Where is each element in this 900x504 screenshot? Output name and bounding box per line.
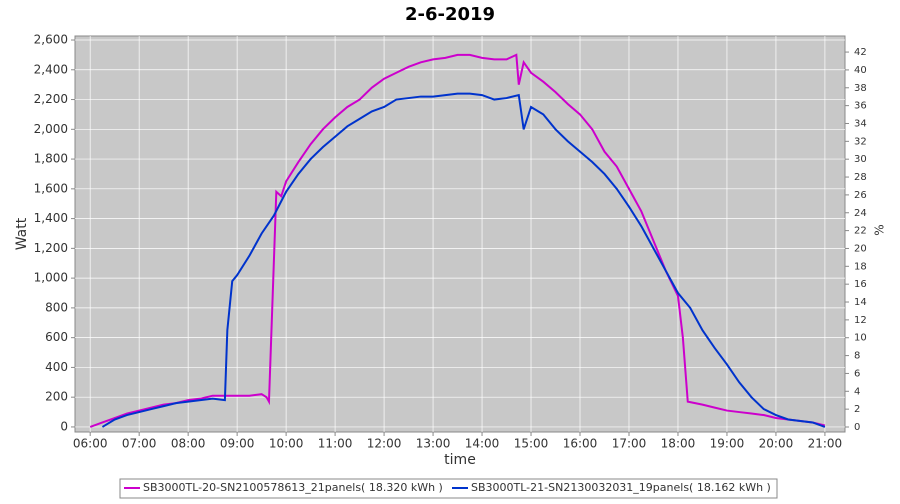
legend xyxy=(119,478,778,499)
y2-tick-label: 20 xyxy=(854,243,867,254)
y-tick-label: 1,200 xyxy=(34,241,68,255)
y2-tick-label: 32 xyxy=(854,136,867,147)
x-tick-label: 17:00 xyxy=(612,437,647,451)
y2-tick-label: 22 xyxy=(854,226,867,237)
y-tick-label: 2,200 xyxy=(34,92,68,106)
y2-tick-label: 18 xyxy=(854,261,867,272)
legend-label: SB3000TL-20-SN2100578613_21panels( 18.32… xyxy=(143,481,443,494)
x-tick-label: 20:00 xyxy=(759,437,794,451)
y-tick-label: 400 xyxy=(45,360,68,374)
y2-tick-label: 38 xyxy=(854,83,867,94)
y-tick-label: 2,000 xyxy=(34,122,68,136)
legend-label: SB3000TL-21-SN2130032031_19panels( 18.16… xyxy=(471,481,771,494)
y2-tick-label: 24 xyxy=(854,208,867,219)
y2-tick-label: 36 xyxy=(854,101,867,112)
chart-title: 2-6-2019 xyxy=(405,4,495,25)
y-tick-label: 1,800 xyxy=(34,152,68,166)
x-tick-label: 14:00 xyxy=(465,437,500,451)
x-tick-label: 09:00 xyxy=(220,437,255,451)
y2-tick-label: 40 xyxy=(854,65,867,76)
x-tick-label: 07:00 xyxy=(122,437,157,451)
x-tick-label: 21:00 xyxy=(808,437,843,451)
x-tick-label: 08:00 xyxy=(171,437,206,451)
y-tick-label: 2,400 xyxy=(34,62,68,76)
y-tick-label: 1,600 xyxy=(34,181,68,195)
y2-tick-label: 8 xyxy=(854,351,860,362)
y-tick-label: 1,000 xyxy=(34,271,68,285)
y2-tick-label: 16 xyxy=(854,279,867,290)
x-tick-label: 16:00 xyxy=(563,437,598,451)
y-tick-label: 600 xyxy=(45,330,68,344)
y-tick-label: 0 xyxy=(60,419,68,433)
y2-tick-label: 26 xyxy=(854,190,867,201)
x-tick-label: 13:00 xyxy=(416,437,451,451)
y-tick-label: 800 xyxy=(45,300,68,314)
x-tick-label: 18:00 xyxy=(661,437,696,451)
x-axis-label: time xyxy=(444,452,476,468)
y-tick-label: 1,400 xyxy=(34,211,68,225)
x-tick-label: 12:00 xyxy=(367,437,402,451)
y2-tick-label: 10 xyxy=(854,333,867,344)
y2-tick-label: 14 xyxy=(854,297,867,308)
x-tick-label: 10:00 xyxy=(269,437,304,451)
x-tick-label: 11:00 xyxy=(318,437,353,451)
y2-tick-label: 42 xyxy=(854,47,867,58)
y2-axis-label: % xyxy=(873,224,887,235)
y2-tick-label: 28 xyxy=(854,172,867,183)
y2-tick-label: 6 xyxy=(854,368,860,379)
data-line xyxy=(101,92,826,428)
y-axis-label: Watt xyxy=(14,217,30,250)
y-tick-label: 200 xyxy=(45,390,68,404)
y2-tick-label: 30 xyxy=(854,154,867,165)
y2-tick-label: 34 xyxy=(854,118,867,129)
x-tick-label: 15:00 xyxy=(514,437,549,451)
y-tick-label: 2,600 xyxy=(34,33,68,47)
y2-tick-label: 12 xyxy=(854,315,867,326)
y2-tick-label: 4 xyxy=(854,386,860,397)
x-tick-label: 19:00 xyxy=(710,437,745,451)
plot-area xyxy=(74,35,846,433)
x-tick-label: 06:00 xyxy=(73,437,108,451)
y2-tick-label: 2 xyxy=(854,404,860,415)
y2-tick-label: 0 xyxy=(854,422,860,433)
